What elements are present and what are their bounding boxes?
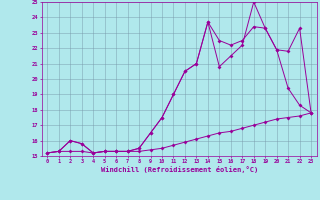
- X-axis label: Windchill (Refroidissement éolien,°C): Windchill (Refroidissement éolien,°C): [100, 166, 258, 173]
